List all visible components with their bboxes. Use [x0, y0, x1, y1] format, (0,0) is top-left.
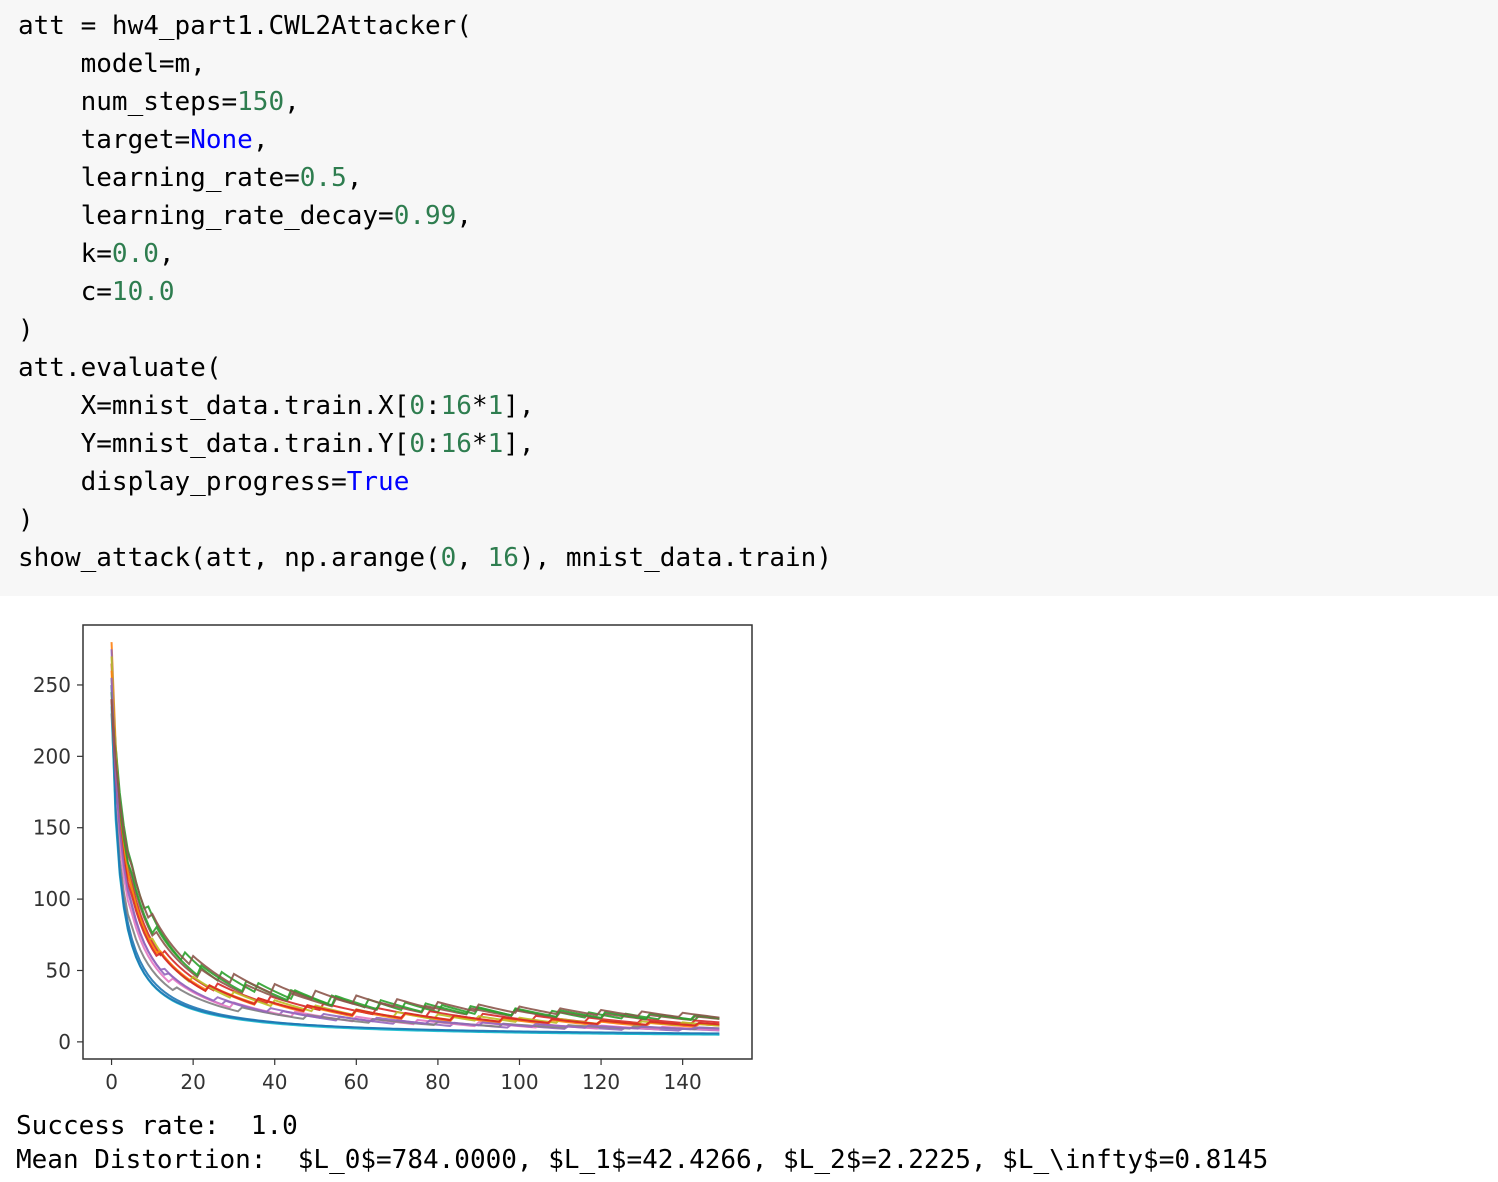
- x-tick-label: 20: [180, 1070, 205, 1094]
- code-number: 0.5: [299, 163, 347, 193]
- code-text: ,: [456, 543, 488, 573]
- code-number: 10.0: [111, 277, 175, 307]
- y-tick-label: 0: [58, 1030, 71, 1054]
- code-line: X=mnist_data.train.X[0:16*1],: [18, 391, 535, 421]
- code-text: num_steps=: [18, 87, 238, 117]
- y-tick-label: 100: [33, 887, 71, 911]
- code-line: display_progress=True: [18, 467, 410, 497]
- code-text: Y=mnist_data.train.Y[: [18, 429, 410, 459]
- code-number: 16: [440, 391, 472, 421]
- x-tick-label: 80: [425, 1070, 450, 1094]
- code-text: ,: [346, 163, 363, 193]
- y-tick-label: 200: [33, 744, 71, 768]
- loss-series-line: [110, 692, 720, 1021]
- loss-series-line: [110, 699, 720, 1019]
- plot-frame: [82, 624, 753, 1060]
- x-tick-label: 120: [582, 1070, 620, 1094]
- code-text: learning_rate_decay=: [18, 201, 394, 231]
- code-line: ): [18, 505, 34, 535]
- loss-chart: 0 20 40 60 80 100 120 140 0 50 100 150 200 250: [33, 624, 753, 1094]
- loss-series-line: [110, 684, 720, 1035]
- code-keyword: None: [190, 125, 253, 155]
- y-tick-label: 250: [33, 673, 71, 697]
- code-number: 0: [409, 391, 425, 421]
- x-tick-label: 140: [664, 1070, 702, 1094]
- code-text: att.evaluate(: [18, 353, 222, 383]
- code-line: show_attack(att, np.arange(0, 16), mnist…: [18, 543, 832, 573]
- code-text: learning_rate=: [18, 163, 300, 193]
- code-text: model=m,: [18, 49, 206, 79]
- loss-series-line: [110, 692, 720, 1032]
- code-text: :: [425, 391, 441, 421]
- code-text: target=: [18, 125, 191, 155]
- code-text: ,: [456, 201, 472, 231]
- code-line: Y=mnist_data.train.Y[0:16*1],: [18, 429, 535, 459]
- tick-layer: 0 20 40 60 80 100 120 140 0 50 100 150 200 250: [33, 673, 702, 1094]
- loss-series-line: [110, 670, 720, 1027]
- loss-series-line: [110, 684, 720, 1022]
- code-line: target=None,: [18, 125, 269, 155]
- code-text: *: [471, 429, 488, 459]
- loss-series-line: [110, 713, 720, 1031]
- code-line: att.evaluate(: [18, 353, 222, 383]
- y-tick-label: 50: [46, 958, 71, 982]
- x-tick-label: 40: [262, 1070, 287, 1094]
- code-text: display_progress=: [18, 467, 347, 497]
- series-layer: [110, 642, 720, 1036]
- code-line: ): [18, 315, 34, 345]
- code-number: 0.99: [393, 201, 457, 231]
- code-text: X=mnist_data.train.X[: [18, 391, 410, 421]
- loss-series-line: [110, 706, 720, 1036]
- y-tick-label: 150: [33, 816, 71, 840]
- code-number: 16: [487, 543, 519, 573]
- code-text: ],: [503, 429, 535, 459]
- code-line: k=0.0,: [18, 239, 175, 269]
- mean-distortion-output: Mean Distortion: $L_0$=784.0000, $L_1$=4…: [16, 1145, 1269, 1175]
- code-number: 1: [487, 391, 504, 421]
- code-line: learning_rate_decay=0.99,: [18, 201, 472, 231]
- code-text: att = hw4_part1.CWL2Attacker(: [18, 11, 472, 41]
- x-tick-label: 100: [500, 1070, 538, 1094]
- code-number: 0.0: [111, 239, 159, 269]
- code-line: model=m,: [18, 49, 206, 79]
- code-text: ,: [158, 239, 175, 269]
- code-line: num_steps=150,: [18, 87, 300, 117]
- code-text: c=: [18, 277, 112, 307]
- code-number: 1: [487, 429, 504, 459]
- code-text: ,: [252, 125, 269, 155]
- code-keyword: True: [346, 467, 410, 497]
- code-number: 16: [440, 429, 472, 459]
- loss-series-line: [110, 677, 720, 1022]
- code-number: 0: [409, 429, 425, 459]
- code-line: learning_rate=0.5,: [18, 163, 363, 193]
- code-text: *: [471, 391, 488, 421]
- code-number: 150: [237, 87, 285, 117]
- code-text: ,: [284, 87, 300, 117]
- code-text: ): [18, 315, 34, 345]
- code-line: c=10.0: [18, 277, 175, 307]
- code-text: ): [18, 505, 34, 535]
- code-text: k=: [18, 239, 112, 269]
- code-text: show_attack(att, np.arange(: [18, 543, 441, 573]
- loss-series-line: [110, 677, 720, 1031]
- code-cell[interactable]: att = hw4_part1.CWL2Attacker( model=m, n…: [0, 0, 1498, 596]
- code-line: att = hw4_part1.CWL2Attacker(: [18, 11, 472, 41]
- code-text: ],: [503, 391, 535, 421]
- loss-series-line: [110, 649, 720, 1032]
- x-tick-label: 60: [344, 1070, 369, 1094]
- code-text: ), mnist_data.train): [518, 543, 832, 573]
- loss-series-line: [110, 699, 720, 1027]
- success-rate-output: Success rate: 1.0: [16, 1111, 298, 1141]
- code-number: 0: [440, 543, 457, 573]
- x-tick-label: 0: [105, 1070, 118, 1094]
- loss-plot: 0 20 40 60 80 100 120 140 0 50 100 150 200 250: [0, 610, 780, 1100]
- code-text: :: [425, 429, 441, 459]
